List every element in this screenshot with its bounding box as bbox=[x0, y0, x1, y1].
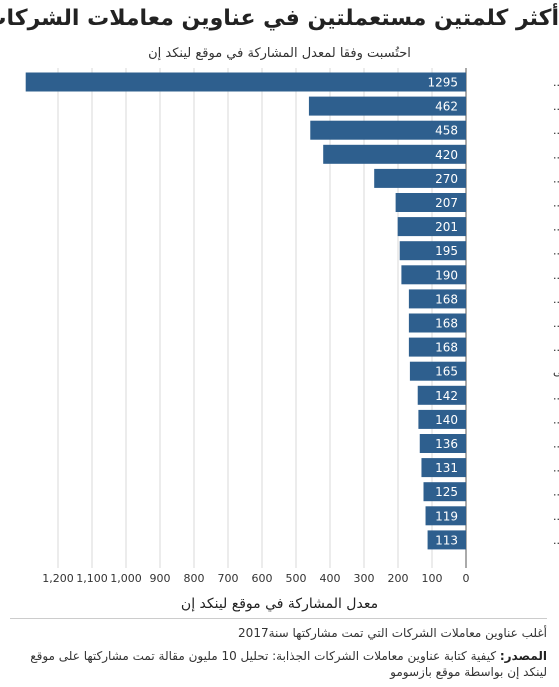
x-tick-label: 1,200 bbox=[42, 572, 74, 585]
bar-value-label: 458 bbox=[435, 124, 458, 138]
bar bbox=[399, 241, 466, 261]
chart-subtitle: احتُسبت وفقا لمعدل المشاركة في موقع لينك… bbox=[148, 46, 411, 61]
bar bbox=[408, 313, 466, 333]
category-label: المستقبل... bbox=[553, 341, 559, 354]
bar-chart: 0 100 200 300 400 500 600 700 800 900 1,0001,1001,… bbox=[25, 68, 559, 585]
bar bbox=[323, 144, 466, 164]
category-label: هل أنت... bbox=[553, 485, 559, 499]
bar-value-label: 125 bbox=[435, 485, 458, 499]
x-tick-label: 400 bbox=[320, 572, 341, 585]
bar-value-label: 140 bbox=[435, 413, 458, 427]
x-tick-label: 200 bbox=[388, 572, 409, 585]
category-label: كيف ال... bbox=[553, 413, 559, 426]
category-label: لماذا... bbox=[553, 438, 559, 451]
bar-value-label: 168 bbox=[435, 292, 458, 306]
bar bbox=[408, 289, 466, 309]
bar-value-label: 1295 bbox=[427, 76, 458, 90]
x-tick-label: 0 bbox=[463, 572, 470, 585]
category-label: هذا هو... bbox=[553, 269, 559, 282]
bar bbox=[421, 458, 466, 478]
category-label: الجديد... bbox=[553, 462, 559, 475]
bar bbox=[310, 120, 466, 140]
bar bbox=[308, 96, 466, 116]
footer-divider bbox=[10, 618, 547, 619]
x-tick-label: 500 bbox=[286, 572, 307, 585]
bar-value-label: 136 bbox=[435, 437, 458, 451]
category-label: ماهو... bbox=[553, 197, 559, 210]
bar-value-label: 190 bbox=[435, 268, 458, 282]
x-tick-label: 100 bbox=[422, 572, 443, 585]
bar-value-label: 420 bbox=[435, 148, 458, 162]
x-tick-label: 700 bbox=[218, 572, 239, 585]
bar-value-label: 113 bbox=[435, 533, 458, 547]
bar-value-label: 165 bbox=[435, 365, 458, 379]
bar-value-label: 131 bbox=[435, 461, 458, 475]
category-label: أمثلة عن القيادة... bbox=[553, 388, 559, 402]
bar bbox=[427, 530, 466, 550]
bar-value-label: 195 bbox=[435, 244, 458, 258]
category-label: السبيل إلى... bbox=[553, 76, 559, 89]
bar bbox=[417, 385, 466, 405]
bar bbox=[395, 193, 466, 212]
bar bbox=[418, 409, 466, 429]
source-text: كيفية كتابة عناوين معاملات الشركات الجذا… bbox=[30, 649, 547, 679]
x-tick-label: 600 bbox=[252, 572, 273, 585]
category-label: هل تريد أن... bbox=[553, 509, 559, 523]
bar-value-label: 270 bbox=[435, 172, 458, 186]
bar-value-label: 119 bbox=[435, 509, 458, 523]
footer-note: أغلب عناوين معاملات الشركات التي تمت مشا… bbox=[238, 626, 547, 640]
bar-value-label: 201 bbox=[435, 220, 458, 234]
bar bbox=[419, 434, 466, 453]
x-axis-label: معدل المشاركة في موقع لينكد إن bbox=[180, 596, 379, 612]
category-label: أفضل... bbox=[553, 220, 559, 234]
bar bbox=[425, 506, 466, 526]
bar-value-label: 142 bbox=[435, 389, 458, 403]
category-label: تعرف على bbox=[553, 365, 559, 378]
category-label: أعلى... bbox=[553, 171, 559, 185]
category-label: أمثلة حول طرق... bbox=[553, 147, 559, 161]
bar bbox=[397, 217, 466, 237]
bar-value-label: 168 bbox=[435, 341, 458, 355]
x-tick-label: 900 bbox=[150, 572, 171, 585]
bar bbox=[25, 72, 466, 92]
footer-source: المصدر: كيفية كتابة عناوين معاملات الشرك… bbox=[10, 648, 547, 680]
source-label: المصدر: bbox=[499, 649, 547, 663]
bar bbox=[401, 265, 466, 285]
x-tick-label: 1,000 bbox=[110, 572, 142, 585]
x-tick-label: 300 bbox=[354, 572, 375, 585]
category-label: مثال... bbox=[553, 100, 559, 113]
x-tick-label: 800 bbox=[184, 572, 205, 585]
bar bbox=[374, 168, 466, 188]
bar bbox=[408, 337, 466, 357]
chart-title: أكثر كلمتين مستعملتين في عناوين معاملات … bbox=[0, 6, 559, 31]
category-label: كيف... bbox=[553, 534, 559, 547]
bar-value-label: 168 bbox=[435, 317, 458, 331]
bar-value-label: 207 bbox=[435, 196, 458, 210]
category-label: أمثلة عن أشياء... bbox=[553, 123, 559, 137]
category-label: أمثلة عن الأسباب... bbox=[553, 244, 559, 258]
x-tick-label: 1,100 bbox=[76, 572, 108, 585]
bar bbox=[409, 361, 466, 381]
bar bbox=[423, 482, 466, 502]
bar-value-label: 462 bbox=[435, 100, 458, 114]
category-label: لماذا أنت... bbox=[553, 292, 559, 306]
category-label: أمثلة عن نصائح... bbox=[553, 316, 559, 330]
